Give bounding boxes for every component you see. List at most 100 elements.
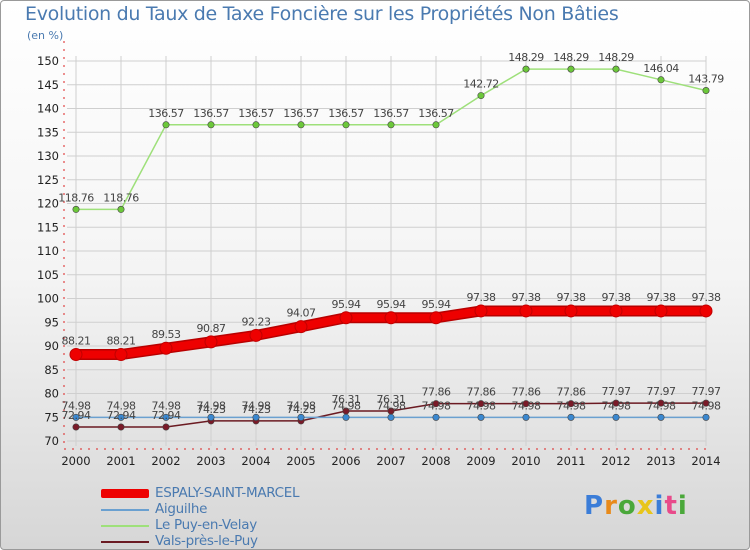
- data-point: [702, 413, 710, 421]
- data-label: 88.21: [107, 335, 136, 348]
- data-point: [117, 413, 125, 421]
- data-point: [609, 304, 623, 318]
- data-point: [162, 413, 170, 421]
- data-point: [297, 121, 305, 129]
- y-tick-label: 105: [37, 268, 59, 282]
- data-label: 92.23: [242, 315, 271, 328]
- data-label: 89.53: [152, 328, 181, 341]
- data-label: 77.86: [422, 386, 451, 399]
- data-point: [384, 311, 398, 325]
- data-label: 95.94: [332, 298, 361, 311]
- data-point: [612, 413, 620, 421]
- data-label: 118.76: [58, 191, 94, 204]
- data-point: [117, 205, 125, 213]
- data-point: [477, 92, 485, 100]
- x-tick-label: 2011: [556, 454, 585, 468]
- data-point: [699, 304, 713, 318]
- data-label: 74.98: [557, 399, 586, 412]
- data-label: 72.94: [107, 409, 136, 422]
- data-label: 136.57: [373, 107, 409, 120]
- data-point: [519, 304, 533, 318]
- data-point: [564, 304, 578, 318]
- data-label: 148.29: [553, 51, 589, 64]
- data-label: 74.98: [107, 399, 136, 412]
- data-point: [207, 121, 215, 129]
- data-point: [204, 335, 218, 349]
- data-labels: 72.94 72.94 72.94 74.23 74.23 74.23 76.31 76.31…: [58, 51, 724, 422]
- data-label: 77.97: [692, 385, 721, 398]
- data-point: [162, 121, 170, 129]
- data-label: 136.57: [148, 107, 184, 120]
- data-label: 77.97: [647, 385, 676, 398]
- data-point: [477, 413, 485, 421]
- data-point: [657, 399, 665, 407]
- legend-label: Aiguilhe: [155, 501, 208, 517]
- series-group: [69, 65, 713, 431]
- x-tick-label: 2012: [601, 454, 630, 468]
- proxiti-logo: Proxiti: [584, 491, 688, 521]
- data-point: [474, 304, 488, 318]
- data-label: 74.23: [242, 403, 271, 416]
- legend-item: Aiguilhe: [101, 501, 361, 518]
- legend-label: ESPALY-SAINT-MARCEL: [155, 485, 300, 501]
- data-point: [69, 348, 83, 362]
- x-tick-label: 2003: [196, 454, 225, 468]
- data-point: [342, 121, 350, 129]
- x-tick-label: 2001: [106, 454, 135, 468]
- data-point: [429, 311, 443, 325]
- data-label: 74.98: [422, 399, 451, 412]
- data-label: 148.29: [508, 51, 544, 64]
- y-tick-label: 115: [37, 220, 59, 234]
- x-tick-label: 2004: [241, 454, 270, 468]
- data-label: 97.38: [602, 291, 631, 304]
- y-tick-label: 140: [37, 102, 59, 116]
- data-label: 72.94: [62, 409, 91, 422]
- data-label: 72.94: [152, 409, 181, 422]
- data-label: 74.98: [647, 399, 676, 412]
- axes: [63, 41, 711, 450]
- data-label: 118.76: [103, 191, 139, 204]
- data-point: [114, 348, 128, 362]
- data-label: 97.38: [512, 291, 541, 304]
- data-point: [654, 304, 668, 318]
- data-label: 77.86: [557, 386, 586, 399]
- data-point: [522, 65, 530, 73]
- logo-letter: i: [654, 491, 665, 521]
- y-tick-label: 85: [44, 363, 59, 377]
- data-point: [294, 320, 308, 334]
- data-point: [567, 400, 575, 408]
- data-label: 74.98: [62, 399, 91, 412]
- chart-title: Evolution du Taux de Taxe Foncière sur l…: [25, 3, 619, 25]
- x-tick-label: 2007: [376, 454, 405, 468]
- data-point: [72, 205, 80, 213]
- logo-letter: P: [584, 491, 605, 521]
- data-label: 74.98: [242, 399, 271, 412]
- data-label: 97.38: [467, 291, 496, 304]
- data-point: [432, 121, 440, 129]
- legend-swatch: [101, 489, 149, 498]
- legend-swatch: [101, 541, 149, 543]
- data-label: 148.29: [598, 51, 634, 64]
- legend-item: ESPALY-SAINT-MARCEL: [101, 485, 361, 502]
- data-point: [159, 341, 173, 355]
- data-label: 136.57: [328, 107, 364, 120]
- data-label: 90.87: [197, 322, 226, 335]
- x-tick-label: 2002: [151, 454, 180, 468]
- data-label: 74.98: [602, 399, 631, 412]
- data-label: 74.98: [197, 399, 226, 412]
- x-tick-labels: 2000 2001 2002 2003 2004 2005 2006 2007 2008 2009…: [61, 454, 720, 468]
- data-point: [342, 413, 350, 421]
- y-tick-label: 80: [44, 387, 59, 401]
- y-tick-label: 100: [37, 292, 59, 306]
- x-tick-label: 2008: [421, 454, 450, 468]
- logo-letter: x: [636, 491, 655, 521]
- data-point: [162, 423, 170, 431]
- data-label: 76.31: [332, 393, 361, 406]
- y-tick-label: 120: [37, 197, 59, 211]
- y-tick-label: 95: [44, 315, 59, 329]
- x-tick-label: 2013: [646, 454, 675, 468]
- y-tick-label: 110: [37, 244, 59, 258]
- x-tick-label: 2000: [61, 454, 90, 468]
- data-point: [477, 400, 485, 408]
- data-point: [339, 311, 353, 325]
